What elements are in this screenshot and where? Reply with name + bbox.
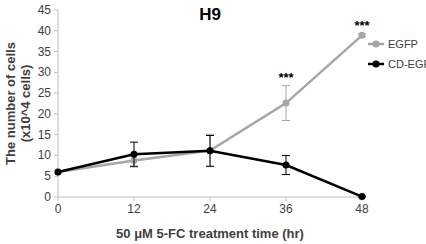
- y-tick: [54, 134, 58, 135]
- y-tick-label: 40: [38, 24, 52, 38]
- x-tick-label: 24: [203, 202, 217, 216]
- annotation: ***: [354, 18, 370, 33]
- x-label: 50 μM 5-FC treatment time (hr): [116, 226, 304, 241]
- y-label: (x10^4 cells): [18, 65, 33, 143]
- y-tick-label: 5: [44, 169, 51, 183]
- error-cap: [282, 174, 290, 175]
- x-tick: [134, 197, 135, 201]
- y-tick: [54, 30, 58, 31]
- y-tick-label: 20: [38, 107, 52, 121]
- x-tick-label: 12: [127, 202, 141, 216]
- series-point: [207, 147, 214, 154]
- legend-label: CD-EGFP: [388, 58, 426, 70]
- x-tick-label: 0: [55, 202, 62, 216]
- series-point: [283, 100, 290, 107]
- y-tick-label: 0: [44, 190, 51, 204]
- error-bar: [282, 155, 290, 174]
- series-point: [207, 147, 214, 154]
- series-point: [55, 169, 62, 176]
- error-cap: [130, 166, 138, 167]
- y-tick-label: 15: [38, 128, 52, 142]
- x-tick: [210, 197, 211, 201]
- y-tick: [54, 72, 58, 73]
- error-bar: [206, 134, 214, 166]
- series-line: [58, 35, 362, 172]
- error-cap: [206, 166, 214, 167]
- series-point: [131, 151, 138, 158]
- title: H9: [199, 5, 221, 24]
- series-point: [283, 162, 290, 169]
- error-cap: [206, 134, 214, 135]
- y-tick: [54, 155, 58, 156]
- error-cap: [282, 85, 290, 86]
- y-tick-label: 10: [38, 148, 52, 162]
- legend-marker: [373, 61, 380, 68]
- error-cap: [282, 155, 290, 156]
- y-tick: [54, 51, 58, 52]
- error-cap: [206, 166, 214, 167]
- annotation: ***: [278, 70, 294, 85]
- error-cap: [206, 135, 214, 136]
- y-tick: [54, 176, 58, 177]
- error-cap: [130, 142, 138, 143]
- x-tick: [58, 197, 59, 201]
- error-bar: [130, 142, 138, 166]
- error-bar: [282, 86, 290, 121]
- y-tick-label: 45: [38, 3, 52, 17]
- y-label: The number of cells: [3, 42, 18, 165]
- y-tick: [54, 113, 58, 114]
- y-tick: [54, 93, 58, 94]
- x-tick-label: 48: [355, 202, 369, 216]
- y-tick: [54, 10, 58, 11]
- x-tick: [286, 197, 287, 201]
- legend-label: EGFP: [388, 38, 418, 50]
- plot-area: [55, 32, 367, 200]
- legend-marker: [373, 41, 380, 48]
- y-tick: [54, 197, 58, 198]
- error-cap: [130, 167, 138, 168]
- series-point: [359, 32, 366, 39]
- series-point: [359, 193, 366, 200]
- y-tick-label: 25: [38, 86, 52, 100]
- chart: H9 0 5 10 15 20 25 30 35 40 45 0 12 24 36 48 50 μM 5-FC …: [0, 0, 426, 244]
- series-point: [55, 169, 62, 176]
- x-tick-label: 36: [279, 202, 293, 216]
- y-tick-label: 30: [38, 65, 52, 79]
- error-bar: [206, 135, 214, 166]
- y-tick-label: 35: [38, 45, 52, 59]
- error-cap: [282, 120, 290, 121]
